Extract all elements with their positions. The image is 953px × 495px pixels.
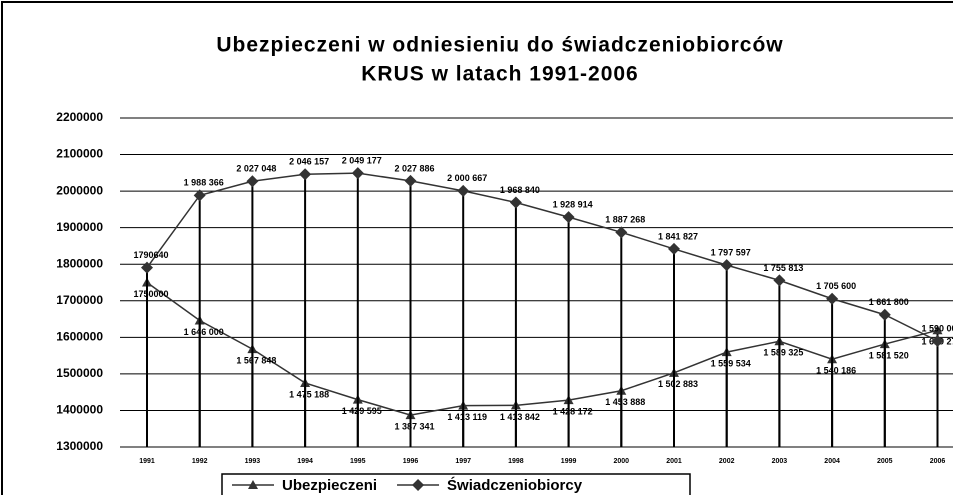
marker-diamond [878,308,891,321]
data-label: 1 453 888 [605,397,645,407]
chart-title: KRUS w latach 1991-2006 [361,63,638,86]
x-tick-label: 2005 [877,458,893,465]
data-label: 1 590 000 [921,323,953,333]
marker-diamond [826,292,839,305]
marker-diamond [668,242,680,255]
data-label: 1 567 848 [236,355,276,365]
data-label: 2 000 667 [447,173,487,183]
data-label: 1750000 [133,289,168,299]
marker-diamond [299,168,312,181]
x-tick-label: 1994 [297,458,313,465]
legend-label: Ubezpieczeni [282,477,377,494]
data-label: 1 705 600 [816,281,856,291]
data-label: 1 387 341 [394,421,434,431]
marker-diamond [773,274,786,287]
chart-title: Ubezpieczeni w odniesieniu do świadczeni… [216,34,783,57]
x-tick-label: 1997 [455,458,471,465]
data-label: 1 475 188 [289,389,329,399]
y-tick-label: 1500000 [56,366,103,380]
x-tick-label: 1996 [403,458,419,465]
data-label: 1 887 268 [605,215,645,225]
x-tick-label: 2003 [772,458,788,465]
marker-triangle [248,480,258,489]
y-tick-label: 1900000 [56,220,103,234]
x-tick-label: 2001 [666,458,682,465]
data-label: 1 540 186 [816,366,856,376]
x-tick-label: 2004 [824,458,840,465]
marker-diamond [615,226,628,239]
marker-diamond [562,211,575,224]
x-tick-label: 2000 [614,458,630,465]
data-label: 1 841 827 [658,231,698,241]
marker-diamond [412,479,425,491]
data-label: 1 661 800 [869,297,909,307]
series-line [146,172,938,342]
x-tick-label: 2002 [719,458,735,465]
data-label: 2 049 177 [342,156,382,166]
series-line [146,281,938,416]
data-label: 1 646 000 [184,327,224,337]
legend-box [221,473,691,495]
x-tick-label: 1999 [561,458,577,465]
x-tick-label: 1991 [139,458,155,465]
marker-diamond [457,184,470,197]
y-tick-label: 1400000 [56,403,103,417]
marker-triangle [932,325,943,335]
data-label: 1 968 840 [500,185,540,195]
marker-diamond [931,334,944,347]
data-label: 1790640 [133,250,168,260]
marker-diamond [193,189,206,202]
marker-diamond [246,175,259,188]
y-tick-label: 2000000 [56,183,103,197]
data-label: 1 413 842 [500,412,540,422]
marker-diamond [351,167,364,180]
y-tick-label: 1600000 [56,330,103,344]
x-tick-label: 1992 [192,458,208,465]
x-tick-label: 1993 [245,458,261,465]
data-label: 1 581 520 [869,350,909,360]
marker-diamond [404,174,417,187]
marker-diamond [720,259,733,272]
data-label: 1 502 883 [658,379,698,389]
data-label: 1 797 597 [711,247,751,257]
marker-diamond [509,196,522,209]
data-label: 1 755 813 [763,263,803,273]
data-label: 1 589 325 [763,348,803,358]
y-tick-label: 1300000 [56,439,103,453]
x-tick-label: 1998 [508,458,524,465]
x-tick-label: 1995 [350,458,366,465]
data-label: 1 429 595 [342,406,382,416]
data-label: 2 027 048 [236,164,276,174]
y-tick-label: 2200000 [56,110,103,124]
x-tick-label: 2006 [930,458,946,465]
data-label: 1 928 914 [553,199,593,209]
data-label: 2 027 886 [394,163,434,173]
data-label: 1 988 366 [184,178,224,188]
marker-diamond [141,261,153,274]
data-label: 1 413 119 [447,412,487,422]
y-tick-label: 1700000 [56,293,103,307]
data-label: 1 559 534 [711,359,751,369]
y-tick-label: 2100000 [56,147,103,161]
legend-label: Świadczeniobiorcy [447,476,583,494]
y-tick-label: 1800000 [56,256,103,270]
data-label: 2 046 157 [289,157,329,167]
data-label: 1 428 172 [553,407,593,417]
